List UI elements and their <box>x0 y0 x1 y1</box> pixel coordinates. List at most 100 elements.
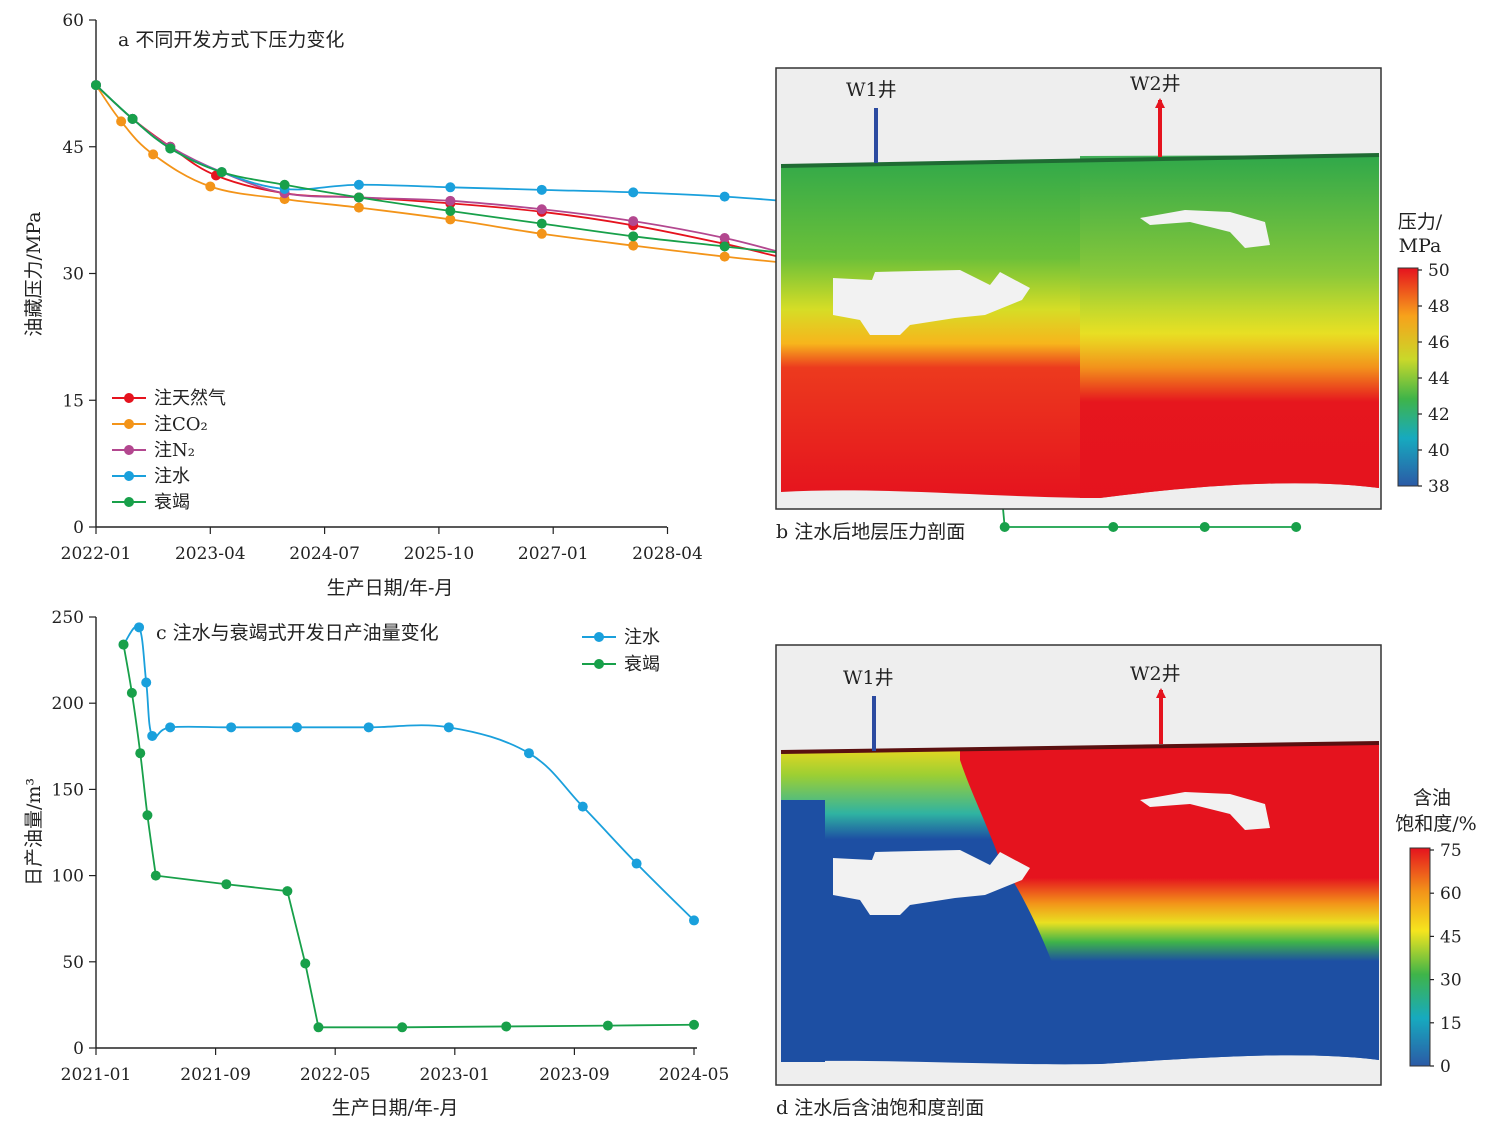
colorbar-tick-label: 15 <box>1440 1014 1462 1034</box>
data-point <box>91 80 101 91</box>
colorbar-d-title-2: 饱和度/% <box>1395 813 1476 835</box>
nonreservoir-zone-d2 <box>1140 792 1270 830</box>
y-tick-label: 250 <box>52 608 84 628</box>
data-point <box>443 722 454 733</box>
x-tick-label: 2023-01 <box>419 1065 490 1085</box>
data-point <box>602 1020 613 1031</box>
x-ticks-a: 2022-01 2023-04 2024-07 2025-10 2027-01 2028-… <box>61 527 703 564</box>
data-point <box>363 722 374 733</box>
x-ticks-c: 2021-01 2021-09 2022-05 2023-01 2023-09 2024-… <box>61 1048 730 1085</box>
data-point <box>719 233 730 244</box>
y-tick-label: 15 <box>62 391 84 411</box>
saturation-field-right <box>960 743 1379 1064</box>
x-tick-label: 2024-05 <box>659 1065 730 1085</box>
data-point <box>300 958 311 969</box>
data-point <box>116 116 127 127</box>
well-w2-arrow-b <box>1155 98 1165 108</box>
y-tick-label: 0 <box>73 1039 84 1059</box>
nonreservoir-zone-d1 <box>833 850 1030 915</box>
x-tick-label: 2023-09 <box>539 1065 610 1085</box>
colorbar-pressure <box>1397 267 1419 487</box>
y-tick-label: 150 <box>52 780 84 800</box>
pressure-field-right <box>1080 155 1379 498</box>
data-point <box>165 722 176 733</box>
legend-label: 注水 <box>624 627 660 648</box>
legend-marker <box>124 393 134 403</box>
y-ticks-a: 0 15 30 45 60 <box>62 11 96 538</box>
oil-saturation-section: W1井 W2井 d 注水后含油饱和度剖面 含油 饱和度/% 75 60 45 30 15… <box>775 644 1477 1119</box>
data-point <box>536 204 547 215</box>
data-point <box>501 1021 512 1032</box>
colorbar-d-ticks: 75 60 45 30 15 0 <box>1430 841 1462 1077</box>
data-point <box>445 205 456 216</box>
y-tick-label: 30 <box>62 265 84 285</box>
data-point <box>165 143 176 154</box>
chart-c-title: c 注水与衰竭式开发日产油量变化 <box>156 622 439 644</box>
section-d-caption: d 注水后含油饱和度剖面 <box>776 1097 984 1119</box>
well-w2-label-d: W2井 <box>1130 663 1181 685</box>
y-tick-label: 0 <box>73 518 84 538</box>
x-tick-label: 2027-01 <box>518 544 589 564</box>
data-point <box>628 187 639 198</box>
data-point <box>1108 522 1119 532</box>
data-point <box>628 216 639 227</box>
series-c <box>118 622 699 1033</box>
data-point <box>148 149 159 160</box>
x-tick-label: 2022-01 <box>61 544 132 564</box>
colorbar-tick-label: 45 <box>1440 927 1462 947</box>
nonreservoir-zone-b2 <box>1140 210 1270 248</box>
legend-label: 衰竭 <box>154 492 190 513</box>
legend-label: 衰竭 <box>624 654 660 675</box>
x-tick-label: 2024-07 <box>289 544 360 564</box>
legend-marker <box>124 471 134 481</box>
legend-label: 注N₂ <box>154 440 195 461</box>
section-b-caption: b 注水后地层压力剖面 <box>776 521 965 543</box>
data-point <box>126 687 137 698</box>
data-point <box>127 113 138 124</box>
data-point <box>631 858 642 869</box>
data-point <box>999 522 1010 532</box>
y-tick-label: 200 <box>52 694 84 714</box>
y-tick-label: 50 <box>62 953 84 973</box>
colorbar-tick-label: 30 <box>1440 971 1462 991</box>
data-point <box>536 218 547 229</box>
colorbar-tick-label: 46 <box>1428 333 1450 353</box>
well-w1-label-b: W1井 <box>846 79 897 101</box>
data-point <box>226 722 237 733</box>
legend-marker <box>124 419 134 429</box>
y-tick-label: 100 <box>52 867 84 887</box>
data-point <box>141 677 152 688</box>
colorbar-tick-label: 48 <box>1428 297 1450 317</box>
colorbar-saturation <box>1409 847 1431 1067</box>
water-column-d <box>781 800 825 1062</box>
colorbar-tick-label: 40 <box>1428 441 1450 461</box>
legend-marker <box>594 632 604 642</box>
chart-a-title: a 不同开发方式下压力变化 <box>118 29 344 51</box>
colorbar-tick-label: 38 <box>1428 477 1450 497</box>
colorbar-d-title-1: 含油 <box>1413 787 1451 809</box>
y-tick-label: 45 <box>62 138 84 158</box>
reservoir-top-d <box>780 741 1380 754</box>
legend-marker <box>594 659 604 669</box>
pressure-section: W1井 W2井 b 注水后地层压力剖面 压力/ MPa 50 48 46 44 42 40… <box>775 67 1450 543</box>
y-ticks-c: 0 50 100 150 200 250 <box>52 608 96 1059</box>
legend-marker <box>124 445 134 455</box>
data-point <box>1291 522 1302 532</box>
data-point <box>445 195 456 206</box>
data-point <box>445 182 456 193</box>
data-point <box>147 730 158 741</box>
data-point <box>719 251 730 262</box>
data-point <box>577 801 588 812</box>
data-point <box>536 184 547 195</box>
data-point <box>689 1019 699 1030</box>
y-axis-label-a: 油藏压力/MPa <box>23 211 45 336</box>
colorbar-b-title-2: MPa <box>1399 235 1442 257</box>
data-point <box>135 748 146 759</box>
y-tick-label: 60 <box>62 11 84 31</box>
legend-label: 注CO₂ <box>154 414 208 435</box>
well-w1-label-d: W1井 <box>843 667 894 689</box>
data-point <box>536 228 547 239</box>
